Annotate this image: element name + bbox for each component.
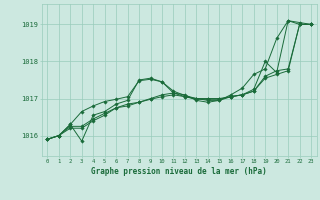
X-axis label: Graphe pression niveau de la mer (hPa): Graphe pression niveau de la mer (hPa) xyxy=(91,167,267,176)
